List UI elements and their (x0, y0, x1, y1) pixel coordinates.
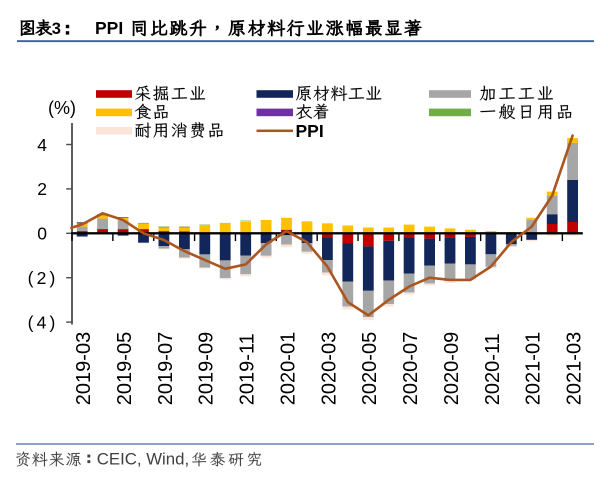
svg-text:(4): (4) (28, 312, 59, 332)
svg-text:2019-03: 2019-03 (73, 332, 95, 405)
svg-text:0: 0 (37, 224, 47, 244)
svg-text:CEIC, Wind,: CEIC, Wind, (97, 450, 189, 469)
svg-text:2019-07: 2019-07 (155, 332, 177, 405)
svg-text:2020-07: 2020-07 (400, 332, 422, 405)
svg-text:(%): (%) (48, 98, 76, 118)
svg-text:3: 3 (52, 20, 61, 38)
svg-text:2019-09: 2019-09 (196, 332, 218, 405)
svg-text:2020-01: 2020-01 (277, 332, 299, 405)
svg-text:2019-05: 2019-05 (114, 332, 136, 405)
svg-text:2020-11: 2020-11 (482, 333, 504, 405)
svg-text:4: 4 (37, 135, 47, 155)
svg-text:2021-01: 2021-01 (523, 332, 545, 405)
svg-text:2020-03: 2020-03 (318, 332, 340, 405)
svg-text:2021-03: 2021-03 (564, 332, 586, 405)
svg-text:PPI: PPI (95, 18, 123, 38)
svg-text:2019-11: 2019-11 (237, 333, 259, 405)
svg-text:2020-05: 2020-05 (359, 332, 381, 405)
svg-text:2: 2 (37, 179, 47, 199)
svg-text:2020-09: 2020-09 (441, 332, 463, 405)
svg-text:(2): (2) (28, 268, 59, 288)
svg-text:PPI: PPI (296, 121, 324, 141)
